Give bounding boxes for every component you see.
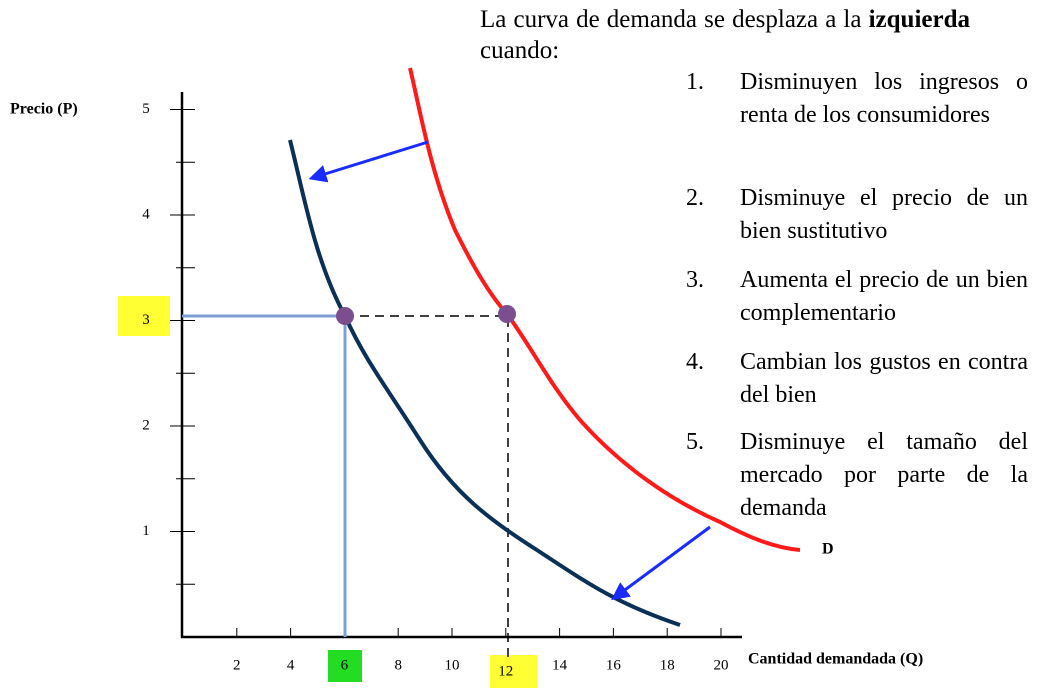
shift-arrow [611, 525, 711, 601]
x-tick-label: 20 [714, 657, 729, 673]
y-tick-label: 2 [142, 417, 150, 433]
item-number: 4. [686, 349, 704, 375]
highlight [118, 296, 170, 336]
header-text: La curva de demanda se desplaza a la [480, 6, 862, 33]
item-text: Cambian los gustos en contra del bien [740, 349, 1028, 408]
item-text: Disminuye el tamaño del mercado por part… [740, 429, 1028, 521]
header-bold: izquierda [868, 6, 970, 33]
x-tick-label: 6 [341, 657, 349, 673]
guide-line [182, 314, 347, 637]
highlight [328, 650, 362, 682]
item-number: 5. [686, 429, 704, 455]
x-tick-label: 10 [445, 657, 460, 673]
y-tick-label: 5 [142, 101, 150, 117]
shifted-demand-curve [288, 139, 681, 627]
header-text: cuando: [480, 37, 560, 64]
item-text: Disminuyen los ingresos o renta de los c… [740, 69, 1028, 128]
item-number: 1. [686, 69, 704, 95]
y-tick-label: 4 [142, 206, 150, 222]
point [498, 305, 516, 323]
x-tick-label: 14 [552, 657, 568, 673]
item-text: Disminuye el precio de un bien sustituti… [740, 185, 1028, 244]
x-tick-label: 12 [498, 663, 513, 679]
x-tick-label: 2 [233, 657, 241, 673]
x-tick-label: 8 [394, 657, 402, 673]
y-axis-label: Precio (P) [10, 101, 78, 118]
item-number: 3. [686, 267, 704, 293]
item-text: Aumenta el precio de un bien complementa… [740, 267, 1028, 326]
x-axis-label: Cantidad demandada (Q) [748, 651, 923, 668]
curve-label: D [822, 541, 834, 558]
demand-curve [408, 67, 801, 552]
dashed-guide [345, 315, 509, 662]
x-tick-label: 4 [287, 657, 295, 673]
x-tick-label: 18 [660, 657, 675, 673]
shift-arrow [308, 140, 429, 183]
header: La curva de demanda se desplaza a la izq… [480, 4, 970, 66]
highlight [490, 655, 537, 688]
y-tick-label: 3 [142, 312, 150, 328]
point [336, 307, 354, 325]
y-tick-label: 1 [142, 523, 150, 539]
x-tick-label: 16 [606, 657, 622, 673]
item-number: 2. [686, 185, 704, 211]
